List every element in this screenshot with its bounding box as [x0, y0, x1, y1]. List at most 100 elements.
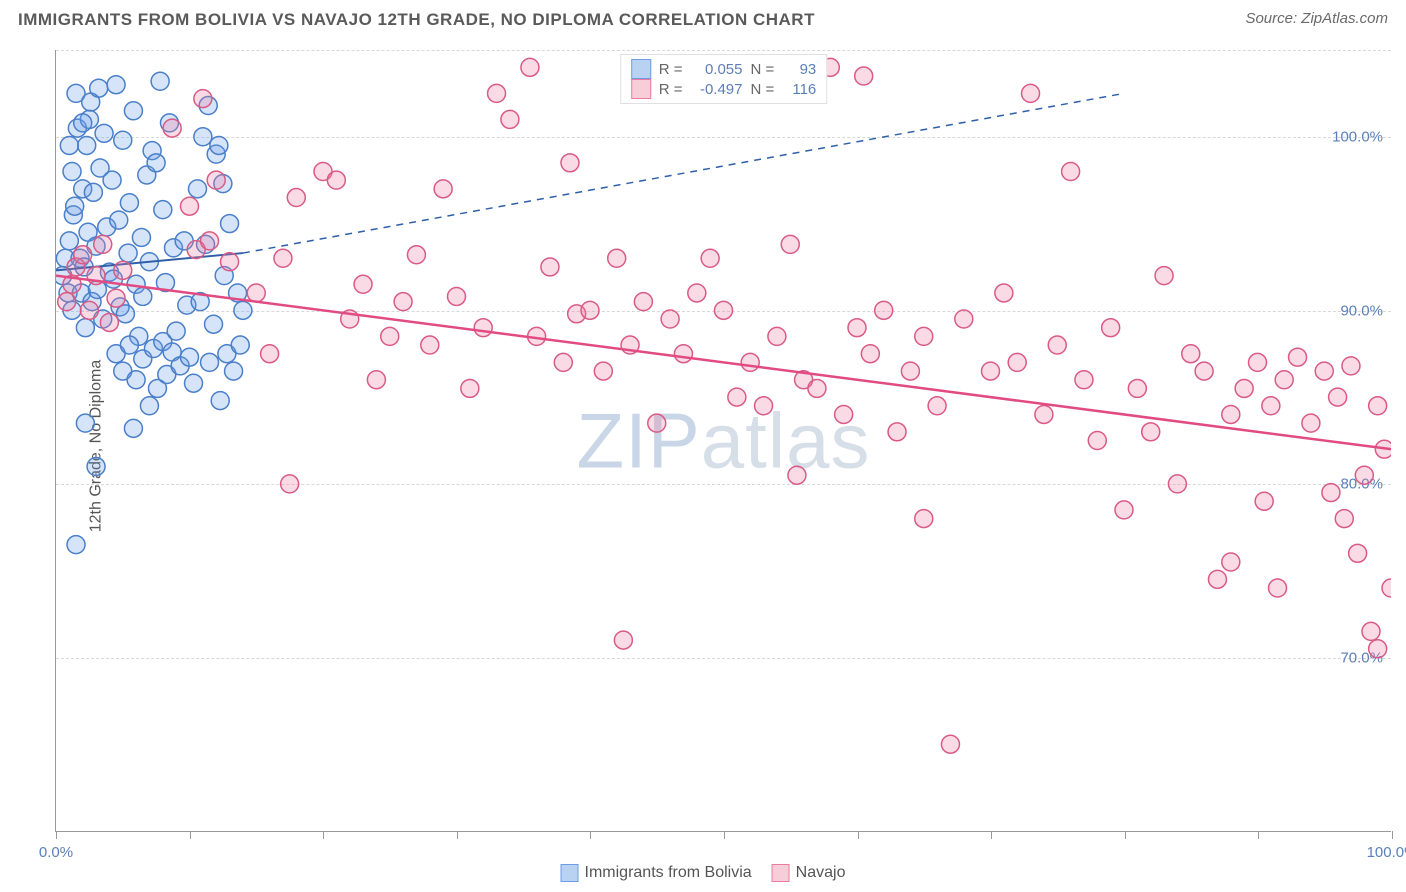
- scatter-point: [132, 228, 150, 246]
- scatter-point: [434, 180, 452, 198]
- scatter-point: [234, 301, 252, 319]
- scatter-point: [1262, 397, 1280, 415]
- scatter-point: [1355, 466, 1373, 484]
- scatter-point: [78, 136, 96, 154]
- scatter-point: [1022, 84, 1040, 102]
- scatter-point: [80, 301, 98, 319]
- scatter-point: [581, 301, 599, 319]
- scatter-point: [995, 284, 1013, 302]
- x-tick: [1392, 831, 1393, 839]
- scatter-point: [808, 379, 826, 397]
- scatter-point: [648, 414, 666, 432]
- scatter-point: [448, 287, 466, 305]
- scatter-point: [614, 631, 632, 649]
- scatter-point: [928, 397, 946, 415]
- scatter-point: [875, 301, 893, 319]
- scatter-point: [1315, 362, 1333, 380]
- scatter-point: [1102, 319, 1120, 337]
- scatter-point: [661, 310, 679, 328]
- n-label: N =: [751, 81, 775, 98]
- scatter-point: [1155, 267, 1173, 285]
- x-tick: [991, 831, 992, 839]
- scatter-point: [501, 110, 519, 128]
- scatter-point: [688, 284, 706, 302]
- scatter-point: [74, 114, 92, 132]
- scatter-point: [781, 235, 799, 253]
- series-legend-item: Immigrants from Bolivia: [561, 864, 752, 882]
- scatter-point: [94, 235, 112, 253]
- scatter-point: [1088, 432, 1106, 450]
- scatter-point: [608, 249, 626, 267]
- scatter-point: [1128, 379, 1146, 397]
- scatter-point: [66, 197, 84, 215]
- correlation-legend-row: R = -0.497 N = 116: [631, 79, 817, 99]
- correlation-legend-row: R = 0.055 N = 93: [631, 59, 817, 79]
- scatter-point: [741, 353, 759, 371]
- scatter-point: [60, 232, 78, 250]
- scatter-point: [674, 345, 692, 363]
- scatter-point: [90, 79, 108, 97]
- legend-swatch: [772, 864, 790, 882]
- scatter-point: [1275, 371, 1293, 389]
- scatter-point: [1115, 501, 1133, 519]
- scatter-point: [1048, 336, 1066, 354]
- scatter-point: [915, 510, 933, 528]
- scatter-point: [58, 293, 76, 311]
- scatter-point: [1369, 397, 1387, 415]
- scatter-point: [60, 136, 78, 154]
- scatter-point: [461, 379, 479, 397]
- scatter-point: [211, 392, 229, 410]
- scatter-point: [1362, 622, 1380, 640]
- scatter-point: [247, 284, 265, 302]
- scatter-point: [281, 475, 299, 493]
- scatter-point: [114, 261, 132, 279]
- scatter-point: [955, 310, 973, 328]
- scatter-point: [124, 419, 142, 437]
- scatter-point: [134, 287, 152, 305]
- scatter-point: [261, 345, 279, 363]
- scatter-point: [728, 388, 746, 406]
- scatter-point: [205, 315, 223, 333]
- scatter-point: [210, 136, 228, 154]
- scatter-point: [87, 458, 105, 476]
- scatter-point: [1222, 553, 1240, 571]
- scatter-point: [394, 293, 412, 311]
- chart-title: IMMIGRANTS FROM BOLIVIA VS NAVAJO 12TH G…: [18, 10, 815, 30]
- scatter-point: [421, 336, 439, 354]
- scatter-point: [474, 319, 492, 337]
- scatter-point: [915, 327, 933, 345]
- scatter-point: [103, 171, 121, 189]
- scatter-point: [84, 183, 102, 201]
- scatter-point: [1322, 484, 1340, 502]
- scatter-point: [107, 76, 125, 94]
- scatter-point: [221, 215, 239, 233]
- scatter-point: [119, 244, 137, 262]
- scatter-point: [1349, 544, 1367, 562]
- scatter-point: [185, 374, 203, 392]
- scatter-point: [835, 405, 853, 423]
- scatter-point: [1208, 570, 1226, 588]
- scatter-point: [1335, 510, 1353, 528]
- scatter-point: [163, 119, 181, 137]
- chart-container: IMMIGRANTS FROM BOLIVIA VS NAVAJO 12TH G…: [0, 0, 1406, 892]
- x-tick: [1258, 831, 1259, 839]
- scatter-point: [221, 253, 239, 271]
- x-tick: [858, 831, 859, 839]
- scatter-point: [901, 362, 919, 380]
- scatter-point: [407, 246, 425, 264]
- scatter-point: [95, 124, 113, 142]
- legend-swatch: [561, 864, 579, 882]
- scatter-point: [755, 397, 773, 415]
- x-tick: [590, 831, 591, 839]
- scatter-point: [1142, 423, 1160, 441]
- scatter-point: [76, 319, 94, 337]
- scatter-point: [1008, 353, 1026, 371]
- scatter-point: [116, 305, 134, 323]
- chart-source: Source: ZipAtlas.com: [1245, 10, 1388, 30]
- scatter-point: [1168, 475, 1186, 493]
- scatter-point: [110, 211, 128, 229]
- scatter-point: [634, 293, 652, 311]
- x-tick-label: 100.0%: [1367, 844, 1406, 861]
- scatter-point: [67, 536, 85, 554]
- scatter-point: [561, 154, 579, 172]
